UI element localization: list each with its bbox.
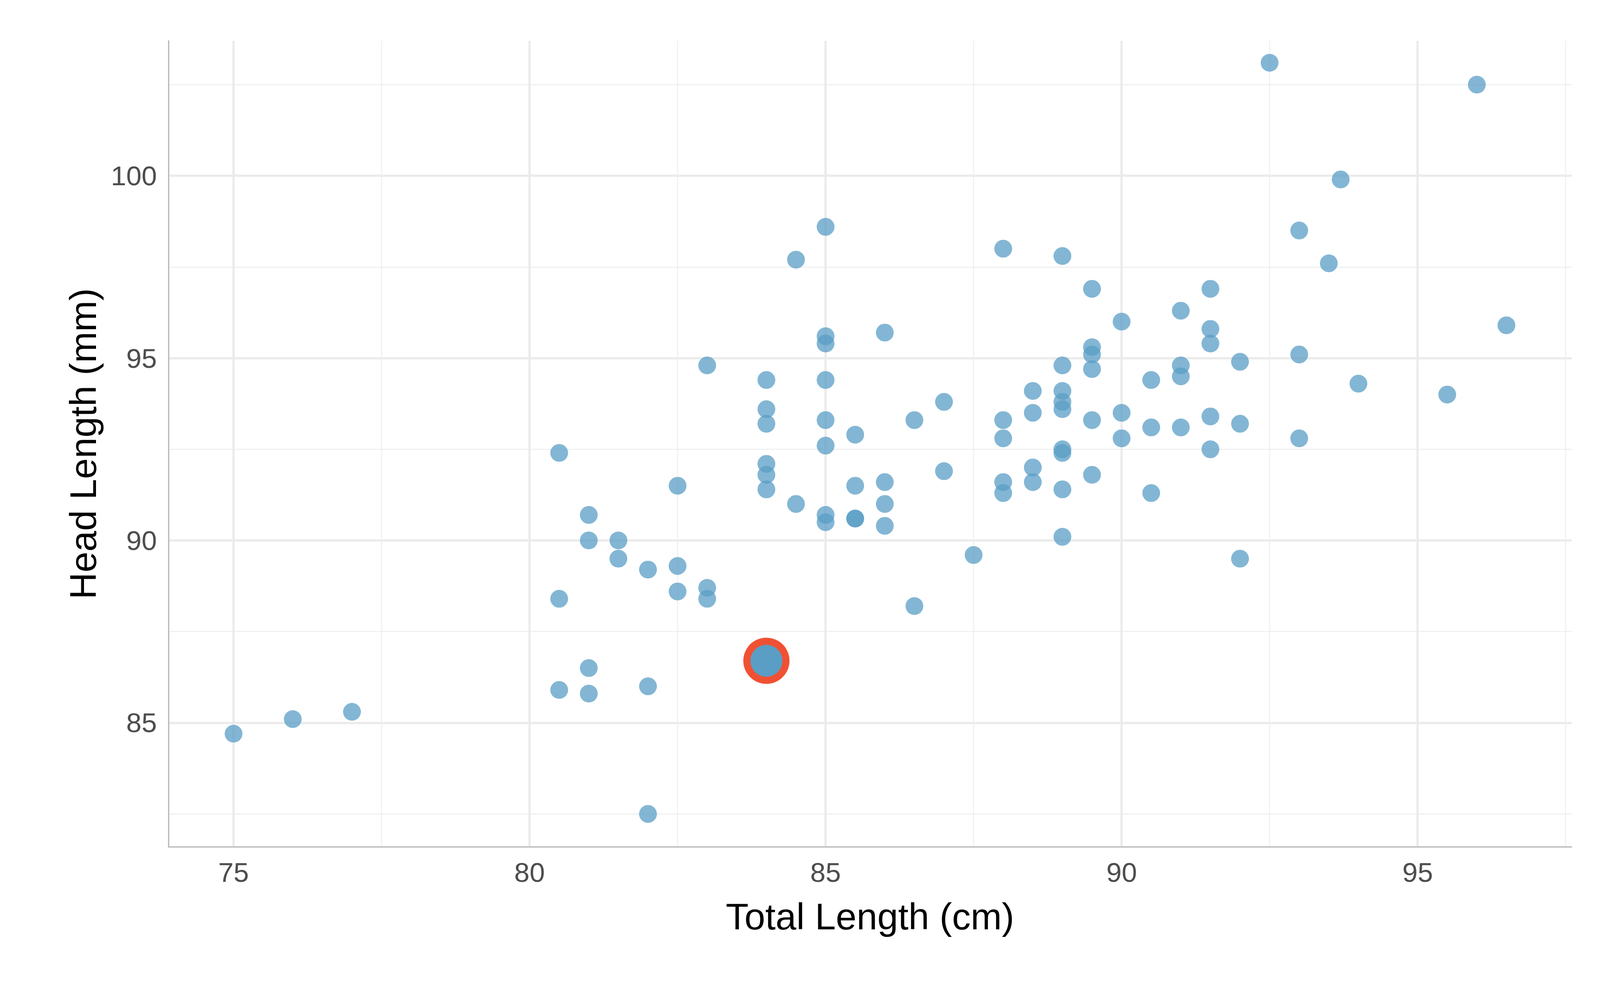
- svg-text:100: 100: [111, 160, 157, 192]
- svg-text:Total Length (cm): Total Length (cm): [725, 896, 1015, 938]
- svg-text:90: 90: [1106, 857, 1137, 888]
- svg-text:90: 90: [126, 525, 157, 556]
- svg-text:Head Length (mm): Head Length (mm): [62, 288, 104, 600]
- svg-text:95: 95: [126, 343, 157, 374]
- svg-text:85: 85: [810, 857, 841, 888]
- svg-text:85: 85: [126, 707, 157, 739]
- svg-text:75: 75: [218, 857, 249, 888]
- svg-text:95: 95: [1402, 857, 1433, 888]
- svg-text:80: 80: [514, 857, 545, 888]
